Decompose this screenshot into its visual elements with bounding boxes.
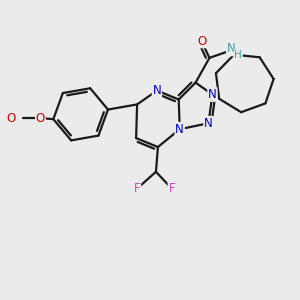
Text: N: N xyxy=(204,117,213,130)
Text: O: O xyxy=(6,112,15,124)
Text: O: O xyxy=(197,34,206,47)
Text: H: H xyxy=(234,50,242,60)
Text: N: N xyxy=(175,123,184,136)
Text: F: F xyxy=(134,182,140,195)
Text: F: F xyxy=(169,182,175,195)
Text: N: N xyxy=(153,84,161,97)
Text: N: N xyxy=(227,42,236,56)
Text: N: N xyxy=(208,88,217,101)
Text: O: O xyxy=(36,112,45,124)
